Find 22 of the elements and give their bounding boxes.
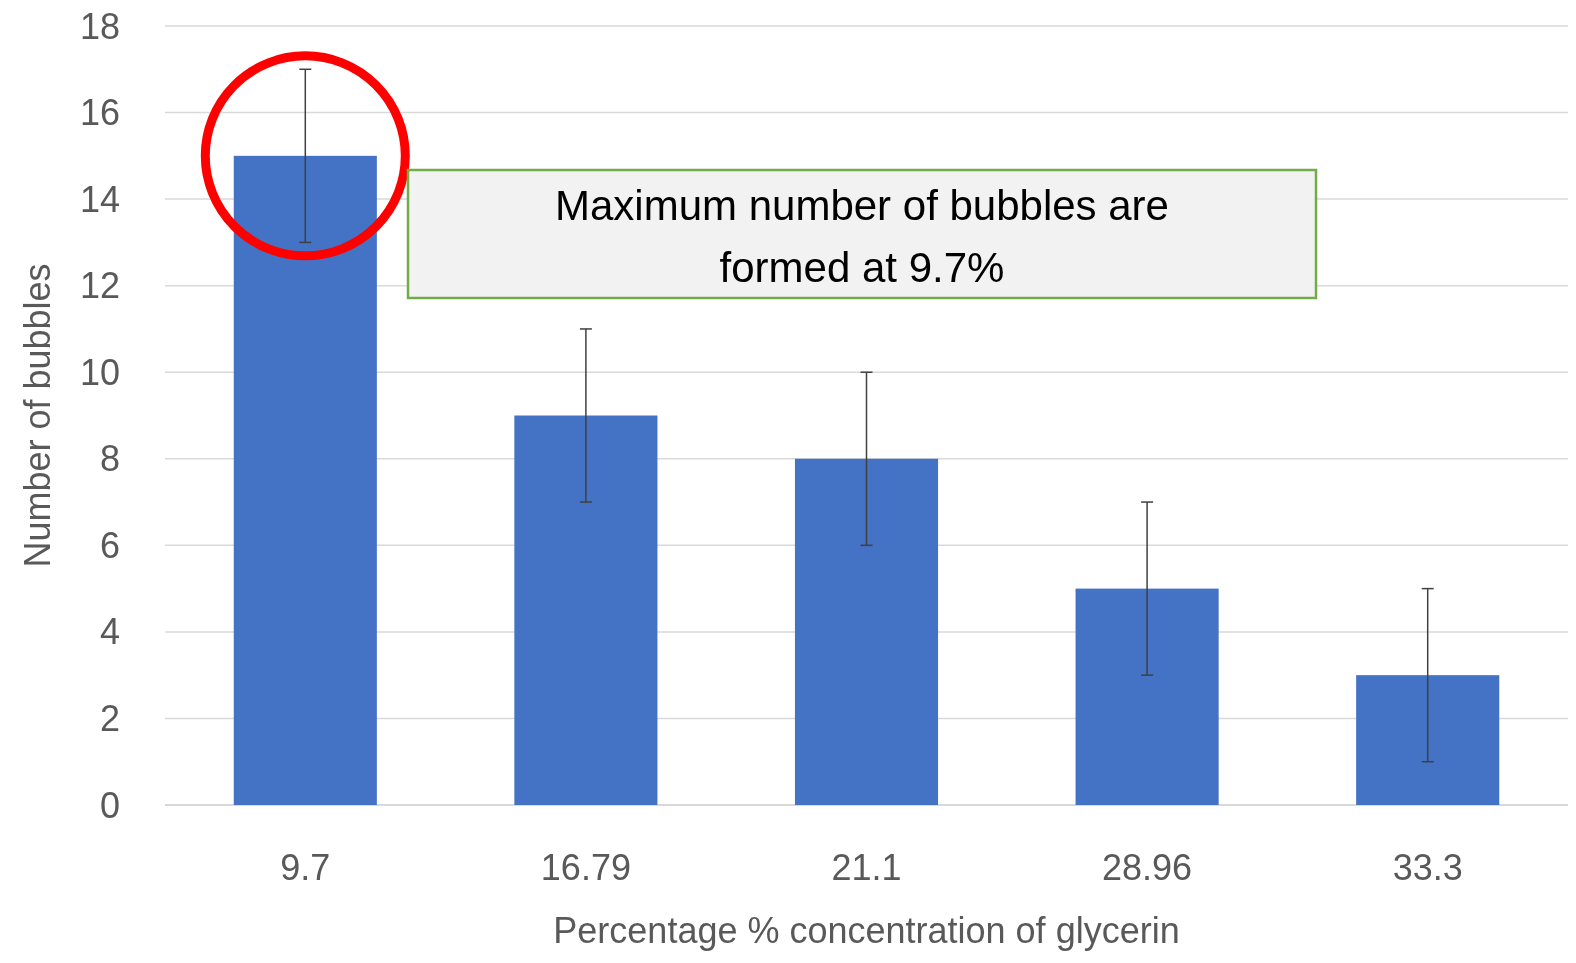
annotation: Maximum number of bubbles are formed at 9.7% — [555, 182, 1169, 291]
x-tick-label: 33.3 — [1392, 847, 1463, 888]
y-tick-label: 8 — [99, 438, 120, 480]
bar — [1075, 588, 1219, 805]
y-tick-label: 14 — [79, 178, 120, 220]
x-tick-label: 16.79 — [540, 847, 631, 888]
y-tick-label: 0 — [99, 784, 120, 826]
bar — [514, 415, 658, 805]
y-axis-title: Number of bubbles — [17, 263, 58, 568]
bar — [1356, 675, 1500, 805]
x-tick-label: 21.1 — [831, 847, 902, 888]
x-tick-label: 28.96 — [1102, 847, 1193, 888]
y-tick-label: 12 — [79, 265, 120, 307]
y-tick-label: 6 — [99, 524, 120, 566]
y-tick-label: 18 — [79, 5, 120, 47]
y-tick-label: 10 — [79, 351, 120, 393]
x-tick-label: 9.7 — [280, 847, 331, 888]
bar — [794, 458, 939, 805]
x-axis-title: Percentage % concentration of glycerin — [553, 910, 1180, 951]
y-tick-label: 4 — [99, 611, 120, 653]
y-tick-label: 2 — [99, 698, 120, 740]
y-tick-label: 16 — [79, 92, 120, 134]
